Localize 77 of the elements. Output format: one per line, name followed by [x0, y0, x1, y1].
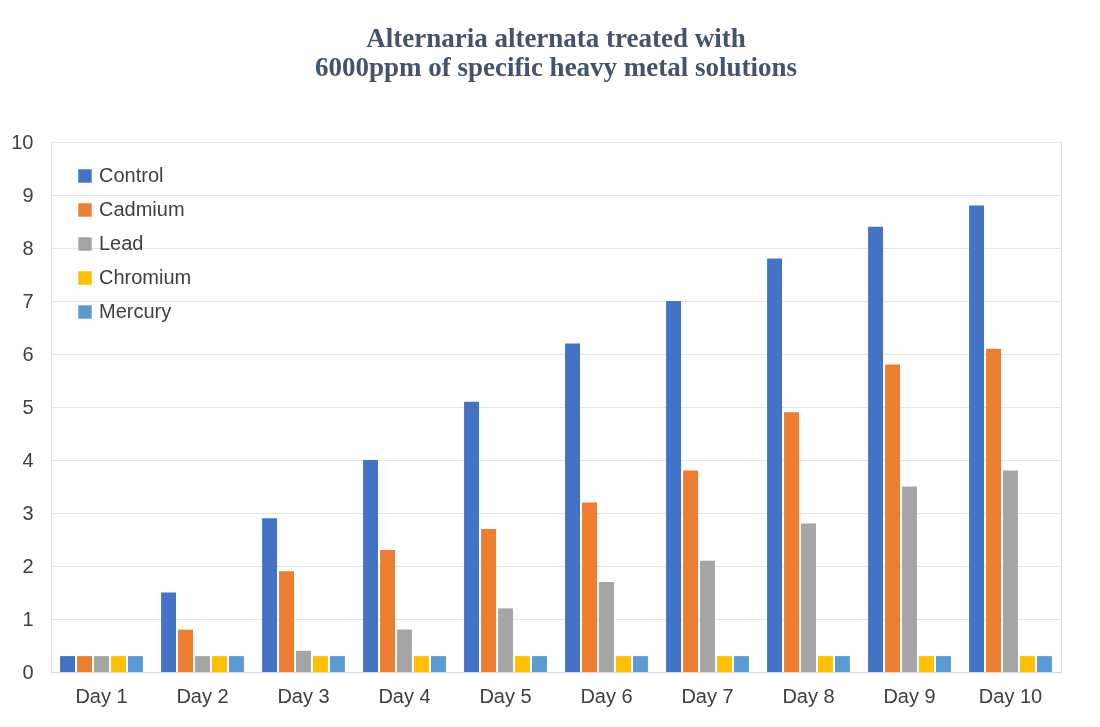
bar [683, 470, 698, 672]
bar [616, 656, 631, 672]
bar [565, 343, 581, 672]
bar [1020, 656, 1035, 672]
y-tick-label: 6 [22, 342, 34, 365]
legend-label: Control [99, 164, 164, 186]
bar [868, 226, 884, 672]
bar [717, 656, 732, 672]
bar [700, 560, 715, 672]
legend-label: Cadmium [99, 198, 185, 220]
x-tick-label: Day 5 [479, 684, 532, 707]
bar [935, 656, 951, 672]
legend-label: Chromium [99, 266, 192, 288]
bar [666, 301, 682, 672]
bar [329, 656, 345, 672]
y-tick-label: 5 [22, 395, 34, 418]
bar [481, 528, 496, 672]
bar [414, 656, 429, 672]
y-tick-label: 9 [22, 183, 34, 206]
bar [313, 656, 328, 672]
bar [515, 656, 530, 672]
legend-label: Mercury [99, 300, 172, 322]
bar [262, 518, 278, 672]
bar [212, 656, 227, 672]
x-tick-label: Day 2 [176, 684, 229, 707]
bar [363, 460, 379, 672]
bar [161, 592, 177, 672]
y-tick-label: 8 [22, 236, 34, 259]
bar [279, 571, 294, 672]
bar [531, 656, 547, 672]
y-tick-label: 7 [22, 289, 34, 312]
bar [195, 656, 210, 672]
y-tick-label: 3 [22, 501, 34, 524]
bar [94, 656, 109, 672]
bar [228, 656, 244, 672]
bar [969, 205, 985, 672]
bar [1036, 656, 1052, 672]
bar [127, 656, 143, 672]
bar [77, 656, 92, 672]
bar [733, 656, 749, 672]
x-tick-label: Day 1 [75, 684, 128, 707]
bar [767, 258, 783, 672]
bar [397, 629, 412, 672]
x-tick-label: Day 10 [978, 684, 1043, 707]
chart-title: Alternaria alternata treated with 6000ppm of specific heavy metal solutions [314, 23, 798, 82]
bar [498, 608, 513, 672]
x-tick-label: Day 9 [883, 684, 936, 707]
bar [885, 364, 900, 672]
bar [986, 348, 1001, 672]
x-tick-label: Day 4 [378, 684, 431, 707]
bar [380, 550, 395, 672]
bar [464, 401, 480, 672]
x-tick-label: Day 8 [782, 684, 835, 707]
bar [111, 656, 126, 672]
bar [1003, 470, 1018, 672]
bar [632, 656, 648, 672]
bar [902, 486, 917, 672]
bar [430, 656, 446, 672]
y-tick-label: 4 [22, 448, 34, 471]
bar [784, 412, 799, 672]
y-tick-label: 1 [22, 607, 34, 630]
x-tick-label: Day 7 [681, 684, 734, 707]
bar [919, 656, 934, 672]
bar [296, 650, 311, 672]
x-tick-label: Day 3 [277, 684, 330, 707]
bar [801, 523, 816, 672]
bar [818, 656, 833, 672]
bar [599, 581, 614, 672]
bar [60, 656, 76, 672]
legend-label: Lead [99, 232, 144, 254]
y-tick-label: 10 [11, 130, 34, 153]
y-tick-label: 2 [22, 554, 34, 577]
x-tick-label: Day 6 [580, 684, 633, 707]
bar [582, 502, 597, 672]
bar [178, 629, 193, 672]
bar [834, 656, 850, 672]
y-tick-label: 0 [22, 660, 34, 683]
